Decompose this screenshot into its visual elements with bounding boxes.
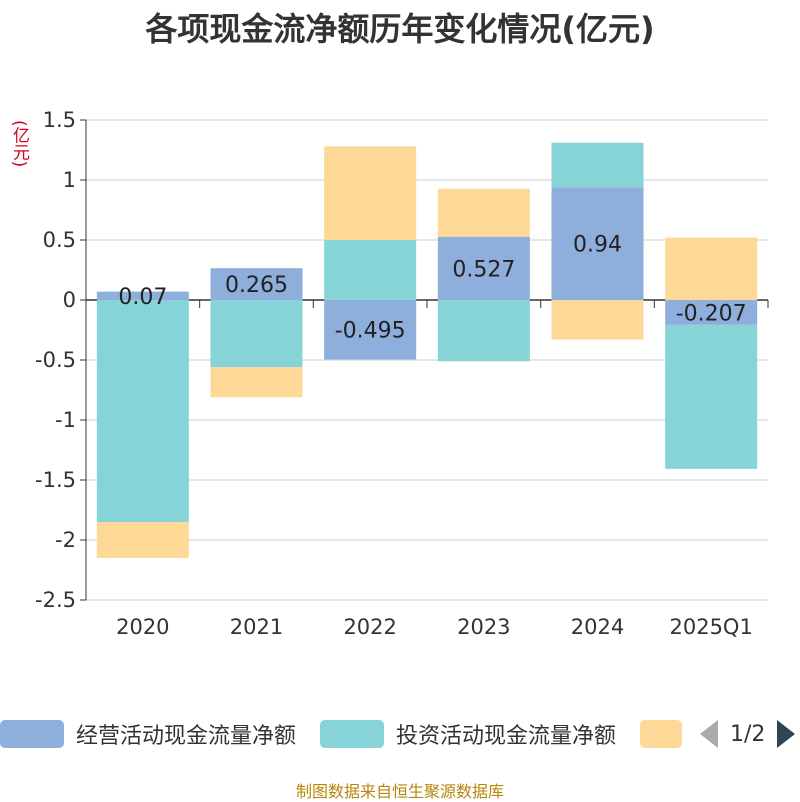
- data-label: 0.265: [225, 273, 288, 298]
- bar-2020-series-2: [96, 522, 189, 558]
- bar-2025Q1-series-0: [665, 300, 758, 325]
- bar-2022-series-0: [324, 300, 417, 360]
- y-tick-label: -1: [55, 408, 76, 432]
- data-label: 0.07: [118, 285, 167, 310]
- legend-item-investing[interactable]: 投资活动现金流量净额: [320, 716, 616, 752]
- bar-2025Q1-series-1: [665, 324, 758, 469]
- bar-2023-series-0: [437, 236, 530, 300]
- x-tick-label: 2020: [116, 615, 169, 639]
- y-tick-label: 0: [63, 288, 76, 312]
- legend-prev-arrow-icon[interactable]: [700, 720, 718, 748]
- bar-chart: 1.5 1 0.5 0 -0.5 -1 -1.5 -2 -2.5 2020 2021 2022 2023…: [35, 108, 769, 639]
- data-source-note: 制图数据来自恒生聚源数据库: [295, 782, 504, 801]
- bars: [96, 142, 758, 558]
- legend-swatch-operating: [0, 720, 64, 748]
- legend-label-investing: 投资活动现金流量净额: [396, 724, 617, 749]
- legend-pager: 1/2: [700, 716, 796, 752]
- legend-swatch-investing: [320, 720, 384, 748]
- bar-2024-series-1: [551, 142, 644, 188]
- bar-2024-series-2: [551, 300, 644, 340]
- x-tick-label: 2024: [571, 615, 624, 639]
- x-tick-label: 2022: [343, 615, 396, 639]
- chart-title: 各项现金流净额历年变化情况(亿元): [145, 10, 655, 48]
- bar-2022-series-2: [324, 146, 417, 240]
- y-tick-label: -2.5: [35, 588, 76, 612]
- y-tick-label: 1.5: [43, 108, 76, 132]
- legend-next-arrow-icon[interactable]: [777, 720, 796, 748]
- bar-2020-series-0: [96, 291, 189, 300]
- data-label: -0.207: [676, 301, 747, 326]
- bar-2022-series-1: [324, 240, 417, 300]
- y-tick-label: -1.5: [35, 468, 76, 492]
- legend-item-operating[interactable]: 经营活动现金流量净额: [0, 716, 296, 752]
- legend-page-indicator: 1/2: [730, 721, 766, 747]
- data-labels: 0.07 0.265 -0.495 0.527 0.94 -0.207: [118, 233, 746, 344]
- bar-2021-series-0: [210, 268, 303, 300]
- x-tick-label: 2025Q1: [669, 615, 752, 639]
- bar-2023-series-2: [437, 188, 530, 237]
- bar-2024-series-0: [551, 187, 644, 300]
- data-label: 0.94: [573, 233, 622, 258]
- data-label: 0.527: [452, 257, 515, 282]
- y-tick-label: -2: [55, 528, 76, 552]
- legend: 经营活动现金流量净额 投资活动现金流量净额 1/2: [0, 716, 800, 752]
- bar-2021-series-1: [210, 300, 303, 368]
- bar-2021-series-2: [210, 367, 303, 398]
- bar-2025Q1-series-2: [665, 237, 758, 300]
- y-tick-label: 1: [63, 168, 76, 192]
- y-tick-label: -0.5: [35, 348, 76, 372]
- x-tick-label: 2023: [457, 615, 510, 639]
- grid-lines: [86, 119, 768, 601]
- data-label: -0.495: [335, 319, 406, 344]
- legend-swatch-financing: [640, 720, 682, 748]
- x-tick-label: 2021: [230, 615, 283, 639]
- legend-item-financing[interactable]: [640, 716, 682, 752]
- legend-label-operating: 经营活动现金流量净额: [76, 724, 297, 749]
- y-axis-unit-label: (亿元): [9, 120, 29, 168]
- y-tick-label: 0.5: [43, 228, 76, 252]
- axes: 1.5 1 0.5 0 -0.5 -1 -1.5 -2 -2.5 2020 2021 2022 2023…: [35, 108, 769, 639]
- bar-2020-series-1: [96, 300, 189, 522]
- bar-2023-series-1: [437, 300, 530, 362]
